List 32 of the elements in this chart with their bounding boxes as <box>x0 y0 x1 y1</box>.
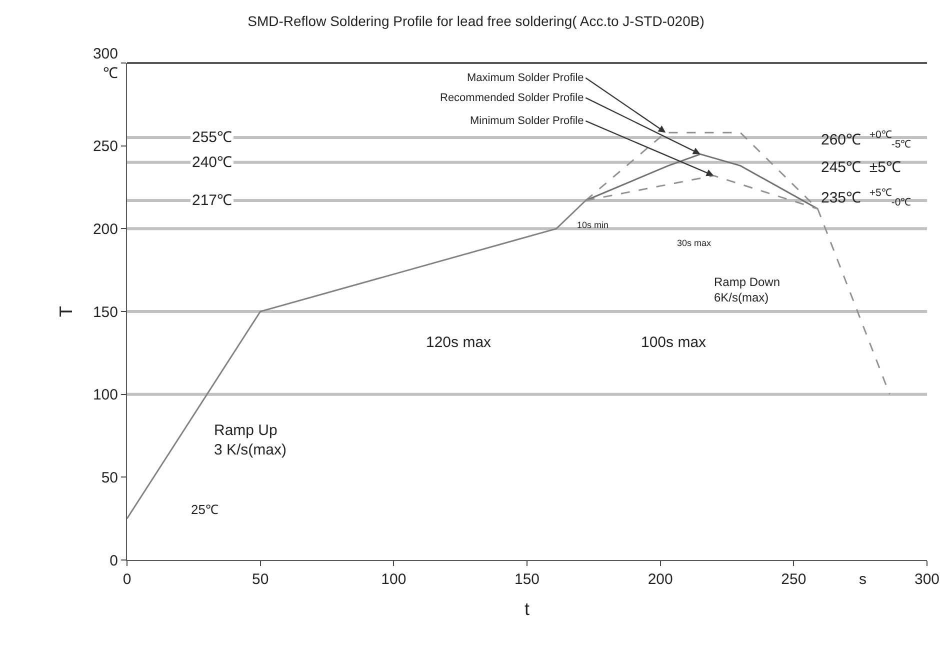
x-tick-label: 200 <box>648 571 673 588</box>
x-tick-label: 250 <box>781 571 806 588</box>
y-tick-label: 100 <box>92 386 118 404</box>
annotation: Ramp Up 3 K/s(max) <box>214 422 287 458</box>
y-axis-title: T <box>56 306 76 317</box>
annotation: 10s min <box>577 220 609 230</box>
x-axis-title: t <box>524 599 530 620</box>
annotation: 30s max <box>677 238 712 248</box>
annotation: 100s max <box>641 334 707 351</box>
chart-title: SMD-Reflow Soldering Profile for lead free soldering( Acc.to J-STD-020B) <box>248 12 704 29</box>
annotation: 245℃ ±5℃ <box>821 159 901 176</box>
annotation: Ramp Down 6K/s(max) <box>714 275 780 305</box>
y-tick-label: 250 <box>92 138 118 156</box>
text: s <box>859 571 866 588</box>
x-tick-label: 0 <box>122 571 132 588</box>
text: Recommended Solder Profile <box>440 92 584 104</box>
y-tick-label: 0 <box>110 552 118 570</box>
y-tick-label: 200 <box>92 220 118 238</box>
ref-line-label: 240℃ <box>192 154 232 171</box>
x-tick-label: 300 <box>914 571 940 588</box>
x-tick-label: 100 <box>381 571 406 588</box>
text: Minimum Solder Profile <box>470 115 584 127</box>
y-tick-label: 50 <box>101 469 118 486</box>
annotation: 120s max <box>426 334 492 351</box>
annotation: 25℃ <box>191 502 218 517</box>
x-tick-label: 50 <box>252 571 269 588</box>
ref-line-label: 217℃ <box>192 192 232 209</box>
text: Maximum Solder Profile <box>467 72 584 84</box>
y-tick-label: 300 ℃ <box>92 46 118 82</box>
x-tick-label: 150 <box>514 571 540 588</box>
y-tick-label: 150 <box>92 304 118 321</box>
ref-line-label: 255℃ <box>192 129 232 146</box>
